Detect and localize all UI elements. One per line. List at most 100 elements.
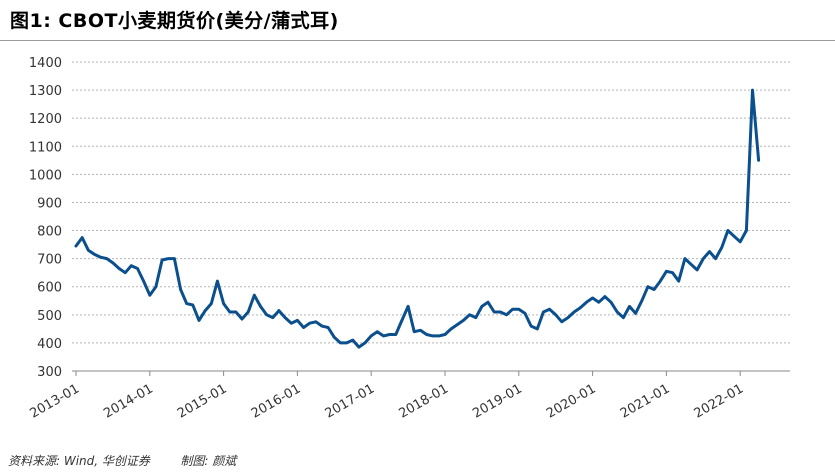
data-point [283, 316, 287, 319]
data-point [357, 345, 361, 349]
x-tick-label: 2013-01 [27, 381, 82, 421]
x-tick-label: 2022-01 [692, 381, 747, 421]
data-point [124, 271, 127, 274]
data-point [240, 317, 244, 321]
chart-title: 图1: CBOT小麦期货价(美分/蒲式耳) [10, 10, 339, 32]
data-point [474, 316, 477, 319]
data-point [259, 305, 262, 308]
data-point [296, 319, 299, 322]
data-point [646, 285, 650, 288]
data-point [739, 240, 742, 243]
data-point [400, 319, 404, 322]
data-point [382, 334, 385, 338]
data-point [480, 305, 484, 308]
data-point [431, 334, 434, 338]
data-point [204, 309, 207, 312]
data-point [591, 296, 594, 300]
data-point [603, 295, 607, 298]
data-point [179, 288, 182, 291]
data-point [320, 324, 324, 328]
data-point [449, 327, 453, 331]
data-point [271, 316, 274, 319]
data-point [87, 249, 90, 252]
data-point [154, 285, 158, 288]
data-point [419, 329, 422, 332]
data-point [376, 330, 379, 333]
data-point [290, 322, 293, 325]
data-point [622, 316, 625, 319]
data-point [351, 338, 354, 342]
x-tick-label: 2015-01 [175, 381, 230, 421]
data-point [302, 326, 305, 329]
data-point [456, 323, 459, 326]
data-point [505, 313, 508, 316]
data-point [345, 341, 348, 345]
x-tick-label: 2016-01 [249, 381, 304, 421]
data-point [523, 312, 527, 315]
data-point [74, 244, 78, 248]
data-point [683, 257, 687, 260]
data-point [142, 279, 145, 283]
data-point [560, 320, 563, 323]
x-tick-label: 2018-01 [396, 381, 451, 421]
x-axis-ticks: 2013-01 2014-01 2015-01 2016-01 2017-01 2018-… [27, 371, 746, 422]
data-point [708, 250, 711, 253]
data-point [197, 319, 201, 322]
data-point [370, 334, 373, 338]
y-tick-label: 700 [37, 253, 62, 268]
data-point [314, 320, 318, 323]
data-point [486, 301, 490, 304]
data-point [216, 279, 219, 283]
data-point [462, 319, 465, 322]
data-point [732, 235, 736, 238]
y-tick-label: 1300 [29, 84, 62, 99]
y-tick-label: 1100 [29, 140, 62, 155]
data-point [105, 257, 109, 260]
data-point [99, 256, 102, 259]
y-tick-label: 1000 [29, 168, 62, 183]
data-point [548, 308, 551, 311]
data-point [363, 341, 367, 345]
x-tick-label: 2021-01 [618, 381, 673, 421]
data-point [554, 313, 557, 316]
data-point [339, 341, 342, 345]
y-tick-label: 300 [37, 365, 62, 380]
data-point [210, 302, 213, 305]
data-point [585, 301, 588, 304]
data-point [468, 313, 471, 316]
data-point [493, 310, 496, 314]
data-point [136, 267, 139, 270]
data-point [437, 334, 441, 338]
data-point [333, 336, 336, 339]
data-point [173, 257, 176, 260]
gridlines [72, 61, 790, 344]
data-point [117, 267, 121, 270]
data-point [695, 268, 699, 272]
y-tick-label: 500 [37, 309, 62, 324]
data-point [665, 270, 668, 273]
data-point [406, 305, 410, 308]
data-point [388, 333, 391, 336]
data-point [81, 236, 84, 239]
series-line [74, 88, 761, 349]
data-point [529, 324, 533, 328]
data-point [609, 301, 613, 304]
data-point [677, 279, 680, 283]
data-point [247, 310, 250, 314]
data-point [751, 88, 754, 92]
data-point [499, 310, 502, 314]
data-point [652, 288, 656, 291]
data-point [579, 306, 582, 309]
data-point [671, 271, 674, 274]
x-tick-label: 2020-01 [544, 381, 599, 421]
series-wheat-price [74, 88, 761, 349]
data-point [93, 253, 96, 256]
x-tick-label: 2014-01 [101, 381, 156, 421]
source-note: 资料来源: Wind, 华创证券 制图: 颜斌 [8, 454, 237, 468]
data-point [517, 308, 520, 311]
data-point [714, 257, 717, 260]
data-point [185, 302, 188, 305]
data-point [228, 310, 231, 314]
x-tick-label: 2019-01 [470, 381, 525, 421]
